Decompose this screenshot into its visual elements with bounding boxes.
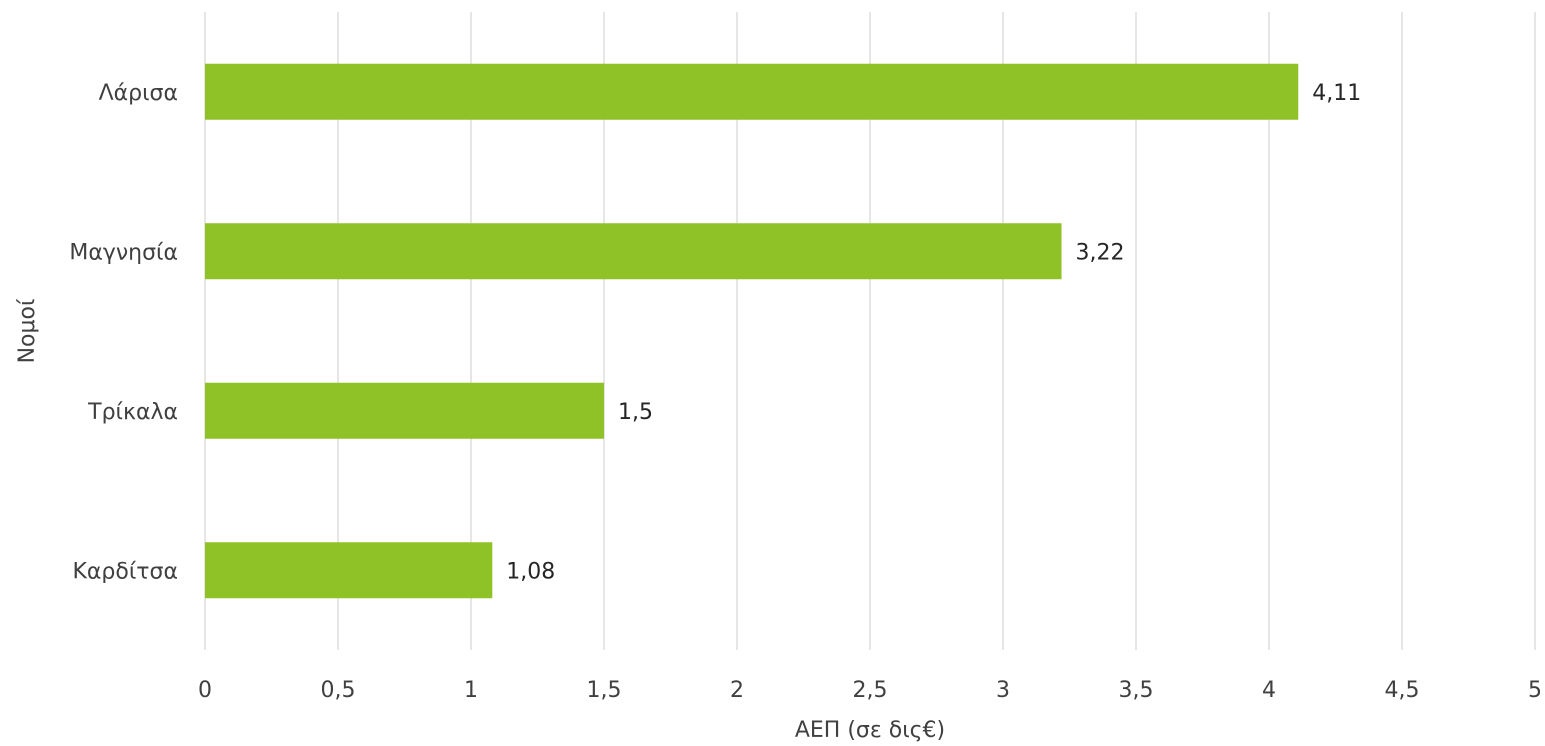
data-label: 3,22 [1076, 240, 1125, 265]
y-axis-title: Νομοί [15, 298, 40, 363]
bar [205, 223, 1062, 280]
x-tick-label: 2 [730, 678, 744, 703]
x-axis-title: ΑΕΠ (σε δις€) [795, 718, 945, 743]
x-tick-label: 3 [996, 678, 1010, 703]
data-label: 1,5 [618, 400, 653, 425]
bar [205, 63, 1299, 120]
x-tick-label: 1,5 [587, 678, 622, 703]
x-tick-label: 4 [1262, 678, 1276, 703]
x-tick-labels: 0 0,5 1 1,5 2 2,5 3 3,5 4 4,5 5 [198, 678, 1542, 703]
category-label: Μαγνησία [69, 240, 178, 265]
category-label: Τρίκαλα [87, 400, 178, 425]
bar [205, 542, 493, 599]
category-label: Λάρισα [99, 81, 178, 106]
x-tick-label: 0,5 [321, 678, 356, 703]
data-label: 4,11 [1312, 81, 1361, 106]
category-label: Καρδίτσα [73, 559, 179, 584]
bars [205, 63, 1299, 599]
x-tick-label: 2,5 [853, 678, 888, 703]
x-tick-label: 3,5 [1119, 678, 1154, 703]
x-tick-label: 0 [198, 678, 212, 703]
bar [205, 382, 604, 439]
x-tick-label: 4,5 [1385, 678, 1420, 703]
data-labels: 4,11 3,22 1,5 1,08 [506, 81, 1361, 585]
x-tick-label: 1 [464, 678, 478, 703]
x-tick-label: 5 [1528, 678, 1542, 703]
category-labels: Λάρισα Μαγνησία Τρίκαλα Καρδίτσα [69, 81, 178, 585]
data-label: 1,08 [506, 559, 555, 584]
